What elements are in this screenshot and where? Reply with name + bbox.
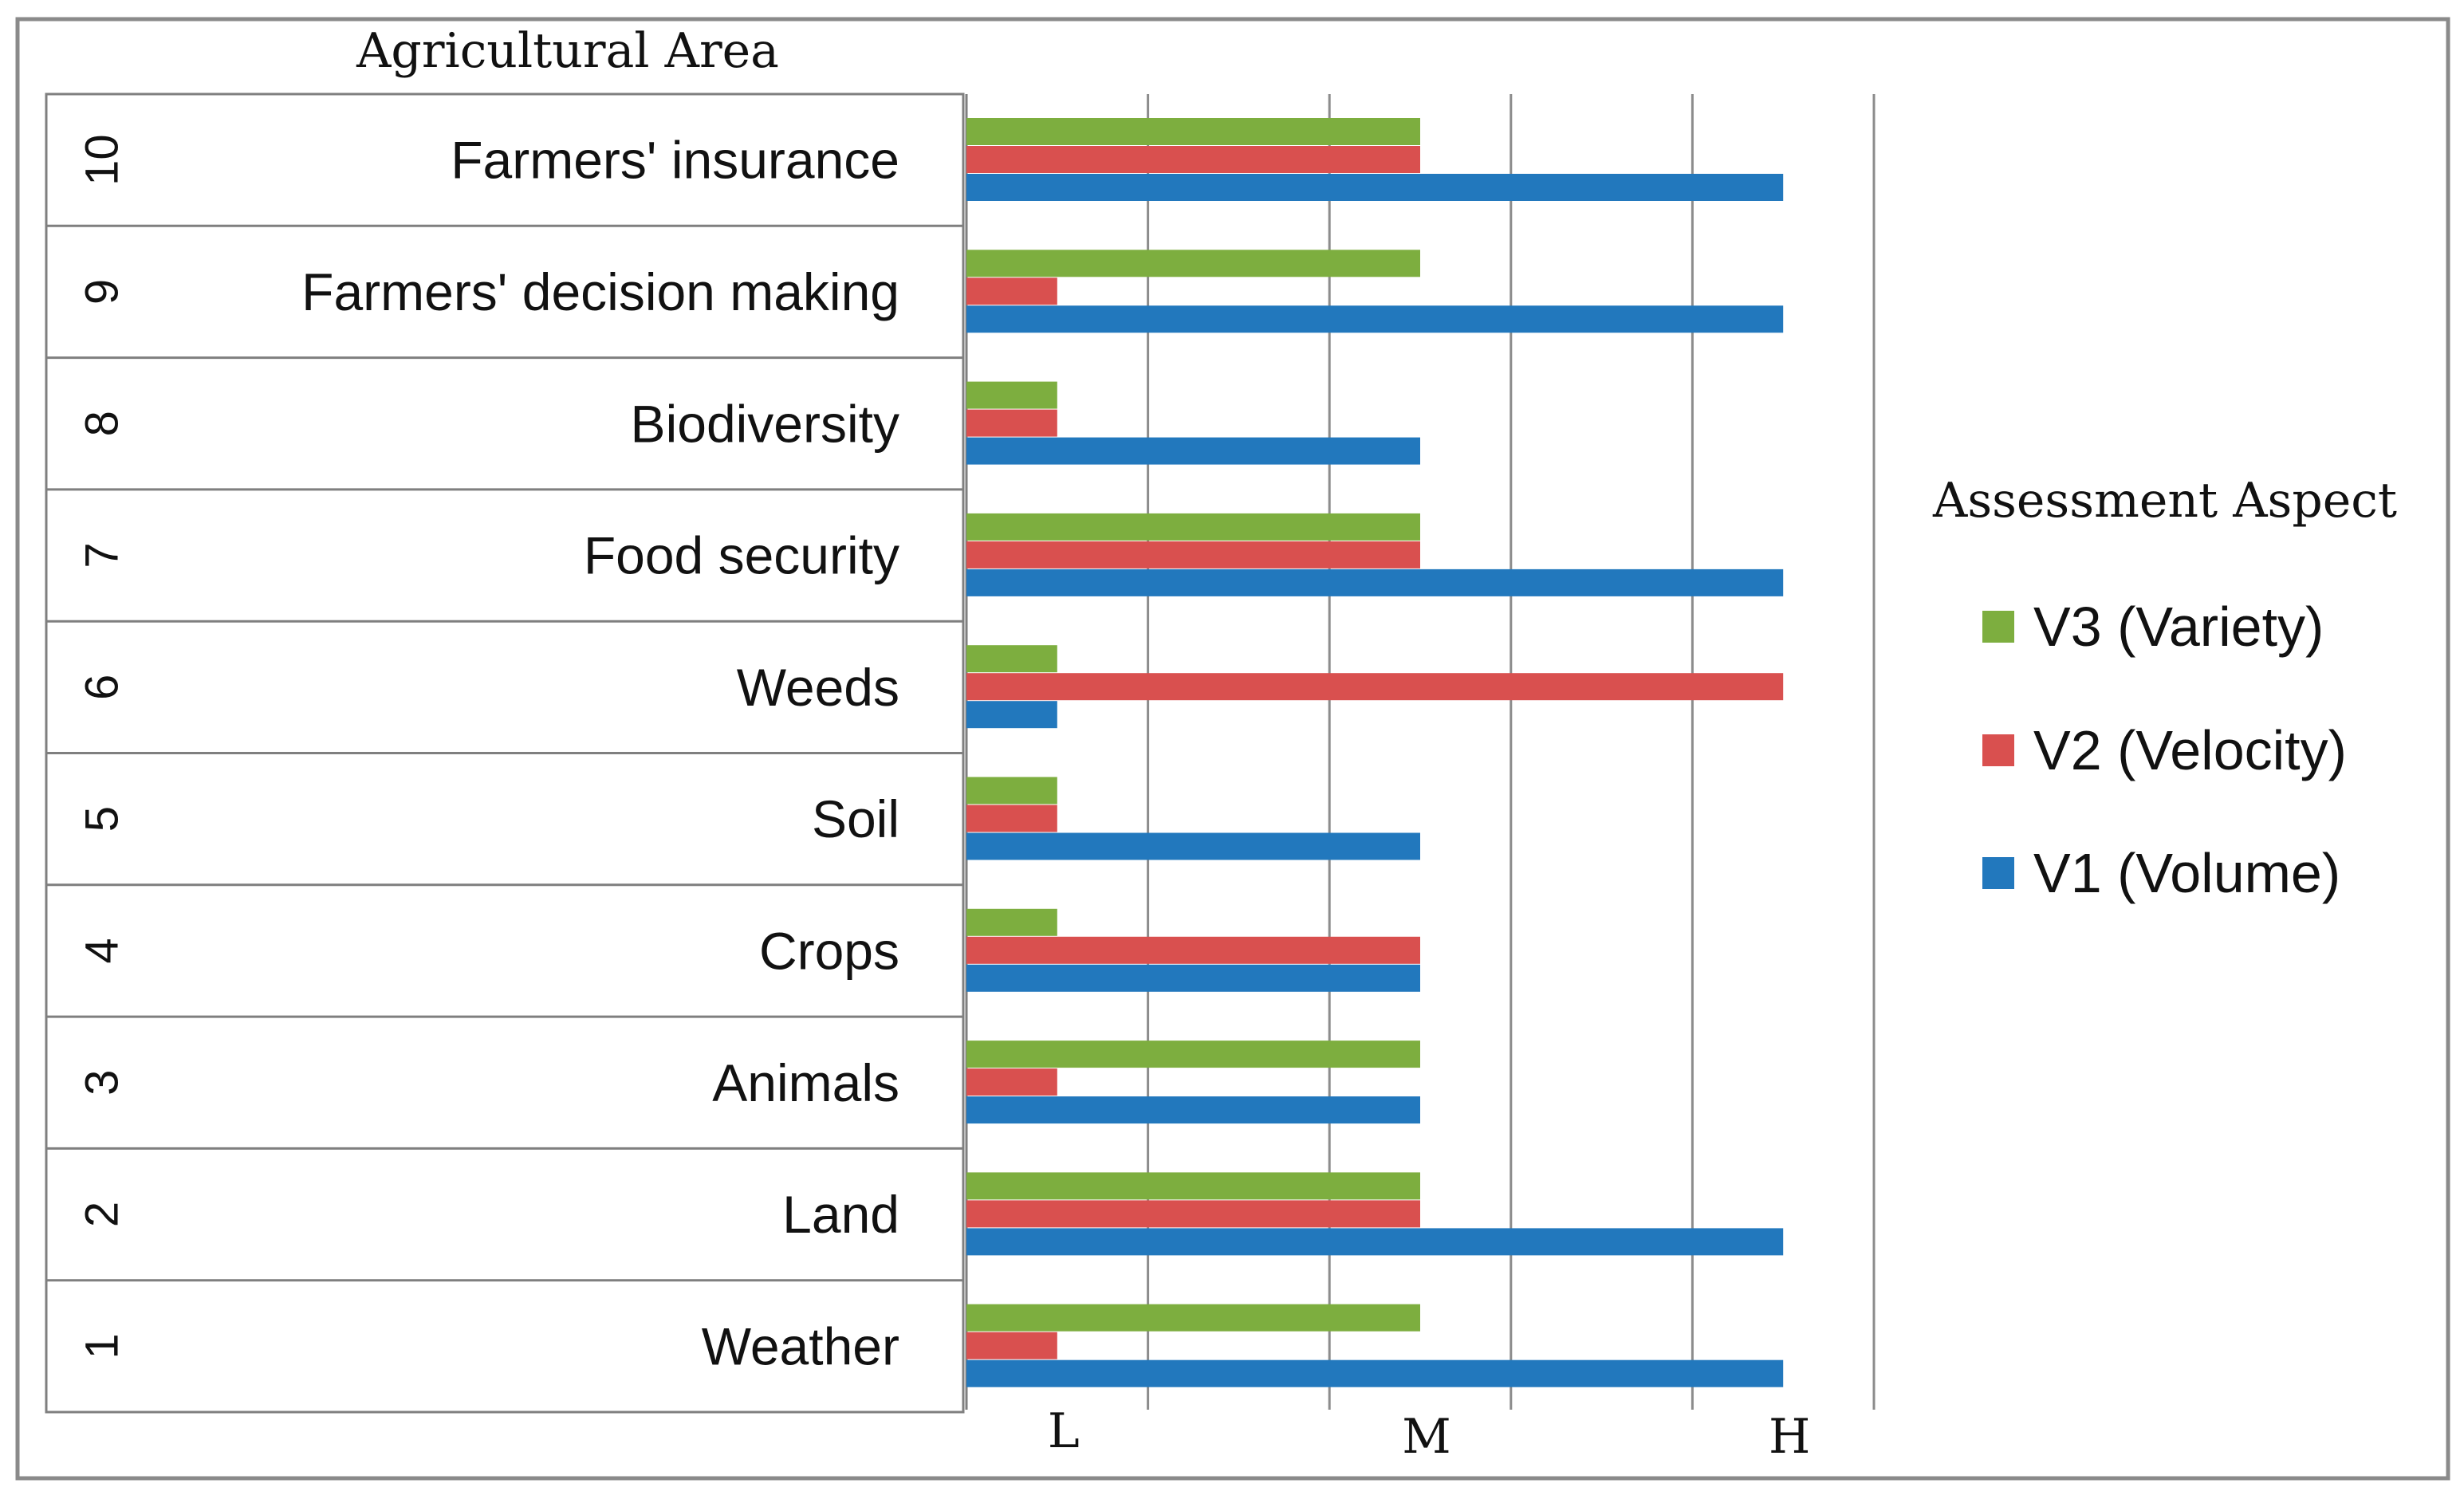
- row-label: Food security: [584, 526, 899, 585]
- row-label: Weeds: [737, 658, 899, 717]
- bar-v3-row-6: [966, 645, 1057, 673]
- row-label: Soil: [812, 789, 899, 848]
- x-tick-label: M: [1402, 1409, 1450, 1465]
- legend-swatch: [1982, 857, 2014, 889]
- row-label: Weather: [702, 1316, 899, 1375]
- bar-v2-row-6: [966, 673, 1784, 701]
- bar-v2-row-7: [966, 541, 1420, 568]
- row-label: Farmers' decision making: [301, 262, 899, 321]
- row-label: Animals: [712, 1053, 899, 1112]
- bar-v2-row-3: [966, 1068, 1057, 1096]
- bar-v1-row-8: [966, 437, 1420, 465]
- bar-v1-row-2: [966, 1228, 1784, 1256]
- x-tick-label: H: [1769, 1409, 1810, 1465]
- bar-v1-row-6: [966, 701, 1057, 729]
- bar-v2-row-4: [966, 936, 1420, 964]
- bar-v2-row-9: [966, 277, 1057, 305]
- bar-v3-row-2: [966, 1172, 1420, 1200]
- bar-v3-row-1: [966, 1304, 1420, 1332]
- legend-label: V3 (Variety): [2033, 596, 2324, 658]
- row-index: 1: [77, 1333, 128, 1359]
- bar-v1-row-4: [966, 964, 1420, 992]
- bar-v2-row-5: [966, 805, 1057, 832]
- bar-v1-row-9: [966, 305, 1784, 333]
- legend-label: V1 (Volume): [2033, 842, 2340, 904]
- bar-v3-row-8: [966, 381, 1057, 409]
- bar-v2-row-10: [966, 146, 1420, 173]
- legend-swatch: [1982, 734, 2014, 766]
- row-label: Land: [782, 1185, 899, 1244]
- bar-v2-row-1: [966, 1332, 1057, 1359]
- row-index: 10: [77, 134, 128, 186]
- row-index: 8: [77, 411, 128, 436]
- label-table: 10 Farmers' insurance 9 Farmers' decision m…: [45, 92, 965, 1414]
- chart-frame: [15, 17, 2450, 1481]
- legend-swatch: [1982, 611, 2014, 643]
- bar-v3-row-5: [966, 777, 1057, 805]
- row-header-title: Agricultural Area: [356, 23, 779, 79]
- bar-v3-row-4: [966, 908, 1057, 936]
- bar-v3-row-10: [966, 118, 1420, 145]
- row-index: 2: [77, 1202, 128, 1227]
- bar-v1-row-10: [966, 174, 1784, 201]
- legend-label: V2 (Velocity): [2033, 719, 2347, 781]
- row-index: 4: [77, 938, 128, 963]
- bar-v3-row-9: [966, 250, 1420, 277]
- row-index: 6: [77, 675, 128, 700]
- row-index: 5: [77, 806, 128, 832]
- bar-v2-row-2: [966, 1200, 1420, 1228]
- bar-v2-row-8: [966, 409, 1057, 437]
- x-tick-label: L: [1048, 1403, 1080, 1459]
- bar-v3-row-3: [966, 1041, 1420, 1068]
- bar-v1-row-7: [966, 568, 1784, 596]
- row-index: 9: [77, 279, 128, 305]
- row-label: Farmers' insurance: [451, 131, 899, 190]
- bar-v1-row-3: [966, 1096, 1420, 1124]
- bar-v1-row-5: [966, 832, 1420, 860]
- row-index: 3: [77, 1070, 128, 1096]
- row-label: Biodiversity: [631, 394, 899, 453]
- bar-v1-row-1: [966, 1359, 1784, 1387]
- row-label: Crops: [759, 921, 899, 980]
- bar-v3-row-7: [966, 513, 1420, 541]
- bars: [966, 118, 1784, 1387]
- legend-title: Assessment Aspect: [1932, 473, 2397, 529]
- row-index: 7: [77, 542, 128, 568]
- legend: V3 (Variety) V2 (Velocity) V1 (Volume): [1982, 596, 2347, 904]
